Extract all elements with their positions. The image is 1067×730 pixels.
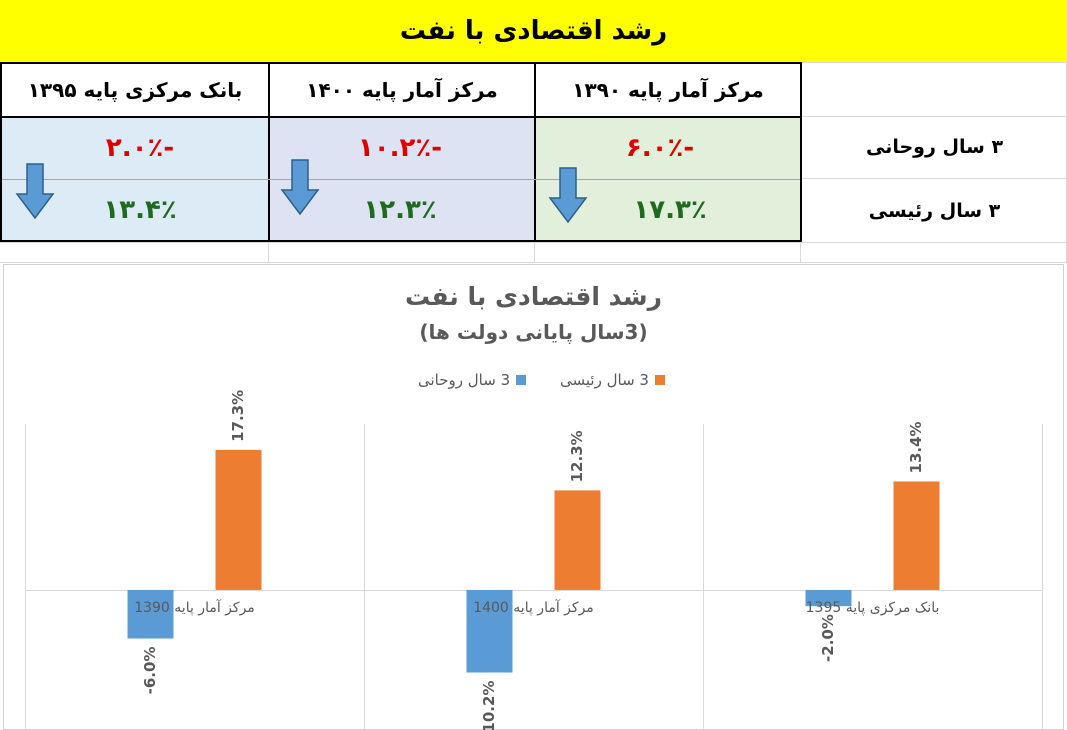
value-raisi-1395: ۱۳.۴٪	[103, 195, 177, 225]
down-arrow-icon	[15, 163, 55, 220]
data-label: -6.0%	[141, 647, 159, 695]
value-raisi-1400: ۱۲.۳٪	[363, 195, 437, 225]
data-label: 17.3%	[229, 390, 247, 442]
legend-swatch-raisi	[654, 375, 665, 385]
bar-raisi	[215, 449, 262, 590]
bar-raisi	[554, 490, 601, 590]
legend-label-rouhani: 3 سال روحانی	[418, 371, 511, 389]
down-arrow-icon	[280, 159, 320, 216]
down-arrow-icon	[548, 167, 588, 224]
grid-line	[800, 178, 1067, 179]
category-label: بانک مرکزی پایه 1395	[806, 600, 940, 616]
legend-label-raisi: 3 سال رئیسی	[560, 371, 649, 389]
grid-line	[0, 242, 1067, 243]
legend-item-raisi: 3 سال رئیسی	[560, 371, 665, 389]
panel-row-divider	[2, 179, 800, 180]
grid-line	[800, 116, 1067, 117]
bar-rouhani	[466, 589, 513, 673]
data-label: -2.0%	[819, 614, 837, 662]
bar-rouhani	[805, 589, 852, 607]
grid-line	[0, 262, 1067, 263]
bar-raisi	[893, 481, 940, 590]
value-rouhani-1390: -۶.۰٪	[625, 133, 695, 163]
value-raisi-1390: ۱۷.۳٪	[633, 195, 707, 225]
value-rouhani-1395: -۲.۰٪	[105, 133, 175, 163]
data-label: 12.3%	[568, 430, 586, 482]
bar-rouhani	[127, 589, 174, 639]
legend-swatch-rouhani	[516, 375, 527, 385]
grid-line	[534, 242, 535, 262]
value-rouhani-1400: -۱۰.۲٪	[357, 133, 443, 163]
data-label: 13.4%	[907, 421, 925, 473]
category-label: مرکز آمار پایه 1400	[473, 599, 594, 616]
data-label: -10.2%	[480, 681, 498, 730]
grid-line	[800, 242, 801, 262]
legend-item-rouhani: 3 سال روحانی	[418, 371, 527, 389]
row-label-rouhani: ۳ سال روحانی	[865, 136, 1004, 158]
grid-line	[268, 242, 269, 262]
chart-title: رشد اقتصادی با نفت	[404, 282, 663, 311]
row-label-raisi: ۳ سال رئیسی	[868, 200, 1001, 222]
chart-area	[3, 264, 1064, 730]
page-title: رشد اقتصادی با نفت	[0, 0, 1067, 62]
category-label: مرکز آمار پایه 1390	[134, 599, 255, 616]
chart-subtitle: (3سال پایانی دولت ها)	[419, 320, 648, 344]
